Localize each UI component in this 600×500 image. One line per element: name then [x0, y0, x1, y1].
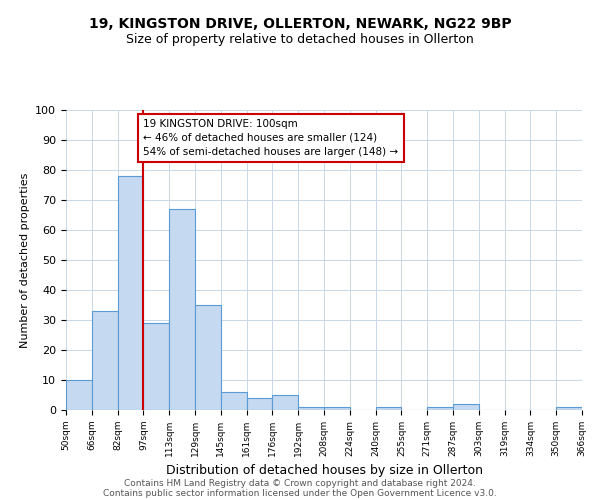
Bar [272, 395, 298, 410]
Y-axis label: Number of detached properties: Number of detached properties [20, 172, 30, 348]
Bar [427, 407, 453, 410]
Bar [453, 404, 479, 410]
Bar [143, 323, 169, 410]
Bar [92, 311, 118, 410]
X-axis label: Distribution of detached houses by size in Ollerton: Distribution of detached houses by size … [166, 464, 482, 477]
Text: Size of property relative to detached houses in Ollerton: Size of property relative to detached ho… [126, 32, 474, 46]
Bar [247, 398, 272, 410]
Text: 19, KINGSTON DRIVE, OLLERTON, NEWARK, NG22 9BP: 19, KINGSTON DRIVE, OLLERTON, NEWARK, NG… [89, 18, 511, 32]
Bar [169, 209, 195, 410]
Text: 19 KINGSTON DRIVE: 100sqm
← 46% of detached houses are smaller (124)
54% of semi: 19 KINGSTON DRIVE: 100sqm ← 46% of detac… [143, 119, 398, 157]
Bar [195, 305, 221, 410]
Bar [118, 176, 143, 410]
Bar [221, 392, 247, 410]
Text: Contains public sector information licensed under the Open Government Licence v3: Contains public sector information licen… [103, 488, 497, 498]
Bar [556, 407, 582, 410]
Bar [324, 407, 350, 410]
Bar [298, 407, 324, 410]
Text: Contains HM Land Registry data © Crown copyright and database right 2024.: Contains HM Land Registry data © Crown c… [124, 478, 476, 488]
Bar [66, 380, 92, 410]
Bar [376, 407, 401, 410]
